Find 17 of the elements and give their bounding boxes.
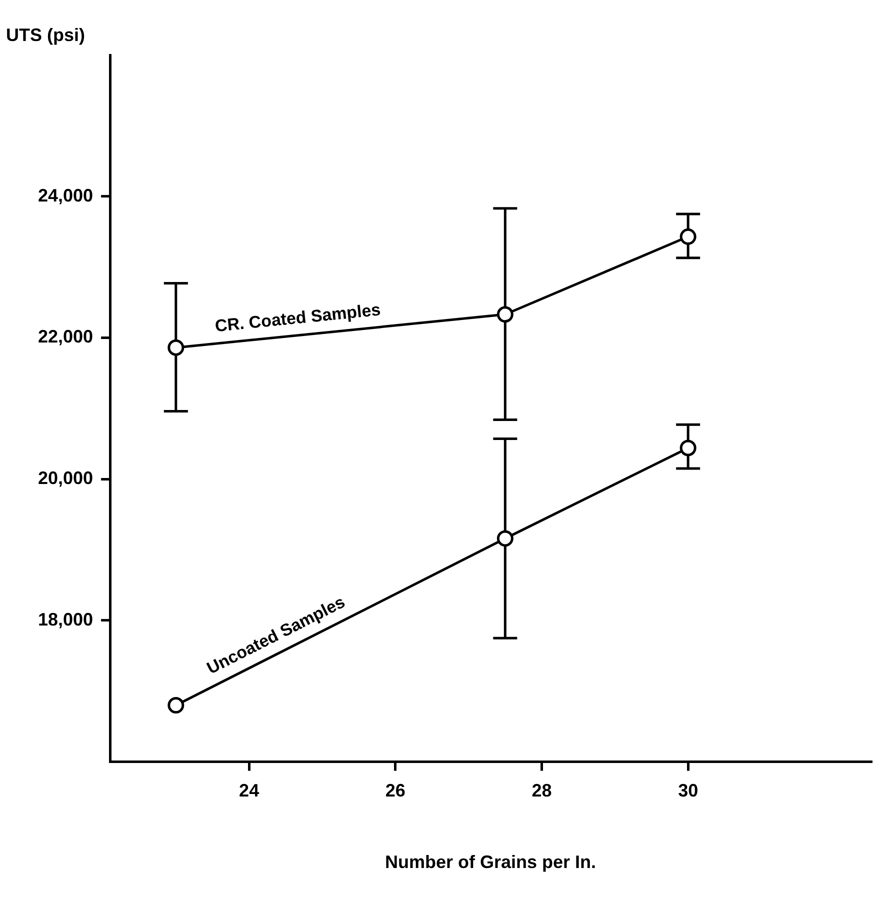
y-tick-label: 24,000 bbox=[38, 185, 94, 206]
y-axis-title: UTS (psi) bbox=[6, 24, 85, 45]
y-tick-label: 18,000 bbox=[38, 609, 94, 630]
text: CR. Coated Samples bbox=[214, 300, 382, 336]
point bbox=[680, 440, 696, 456]
x-tick-label: 26 bbox=[385, 780, 406, 801]
x-tick-label: 24 bbox=[239, 780, 260, 801]
point bbox=[168, 697, 184, 714]
y-tick-label: 20,000 bbox=[38, 468, 94, 488]
point bbox=[496, 306, 514, 323]
point bbox=[496, 530, 514, 547]
point bbox=[680, 228, 696, 245]
x-axis-title: Number of Grains per In. bbox=[385, 852, 596, 872]
y-tick-label: 22,000 bbox=[38, 326, 94, 347]
x-tick-label: 30 bbox=[678, 780, 698, 801]
x-tick-label: 28 bbox=[532, 780, 552, 801]
point bbox=[168, 339, 184, 356]
